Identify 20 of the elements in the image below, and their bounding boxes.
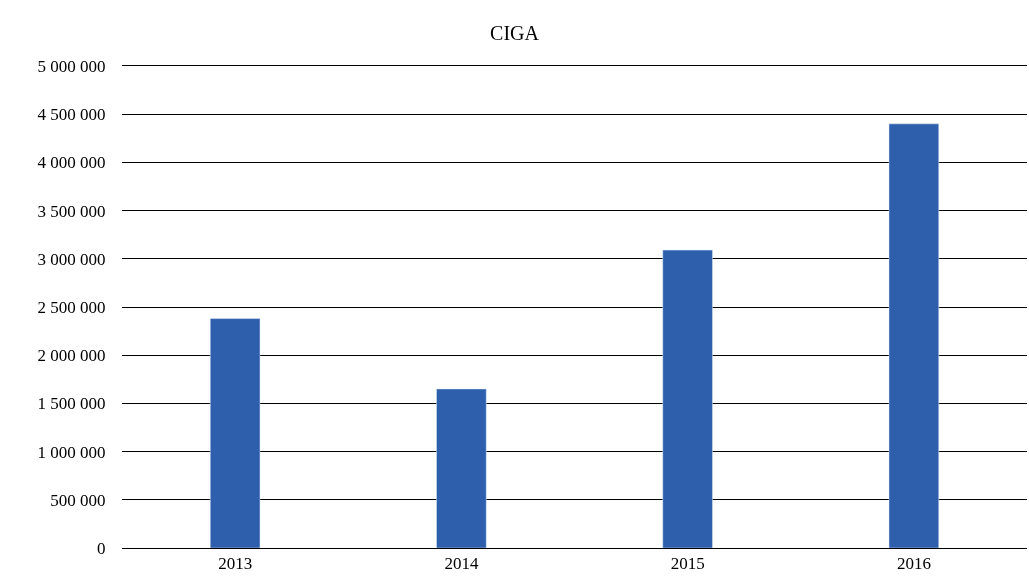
- y-tick-label: 4 500 000: [37, 105, 106, 125]
- y-tick-label: 3 000 000: [37, 249, 106, 269]
- y-tick-label: 2 500 000: [37, 297, 106, 317]
- bar: [662, 249, 713, 548]
- y-tick-label: 4 000 000: [37, 153, 106, 173]
- bar: [888, 123, 940, 548]
- y-tick-label: 2 000 000: [37, 346, 106, 366]
- y-tick-label: 5 000 000: [37, 56, 106, 76]
- x-tick-label: 2015: [670, 554, 705, 574]
- x-tick-label: 2016: [896, 554, 931, 574]
- y-tick-label: 0: [97, 538, 106, 558]
- y-tick-label: 500 000: [50, 490, 106, 510]
- y-tick-label: 1 500 000: [37, 394, 106, 414]
- chart-title: CIGA: [490, 22, 540, 45]
- bar: [209, 318, 261, 548]
- bar: [436, 388, 487, 548]
- x-tick-label: 2014: [444, 554, 479, 574]
- x-tick-label: 2013: [218, 554, 253, 574]
- y-tick-label: 3 500 000: [37, 201, 106, 221]
- y-tick-label: 1 000 000: [37, 442, 106, 462]
